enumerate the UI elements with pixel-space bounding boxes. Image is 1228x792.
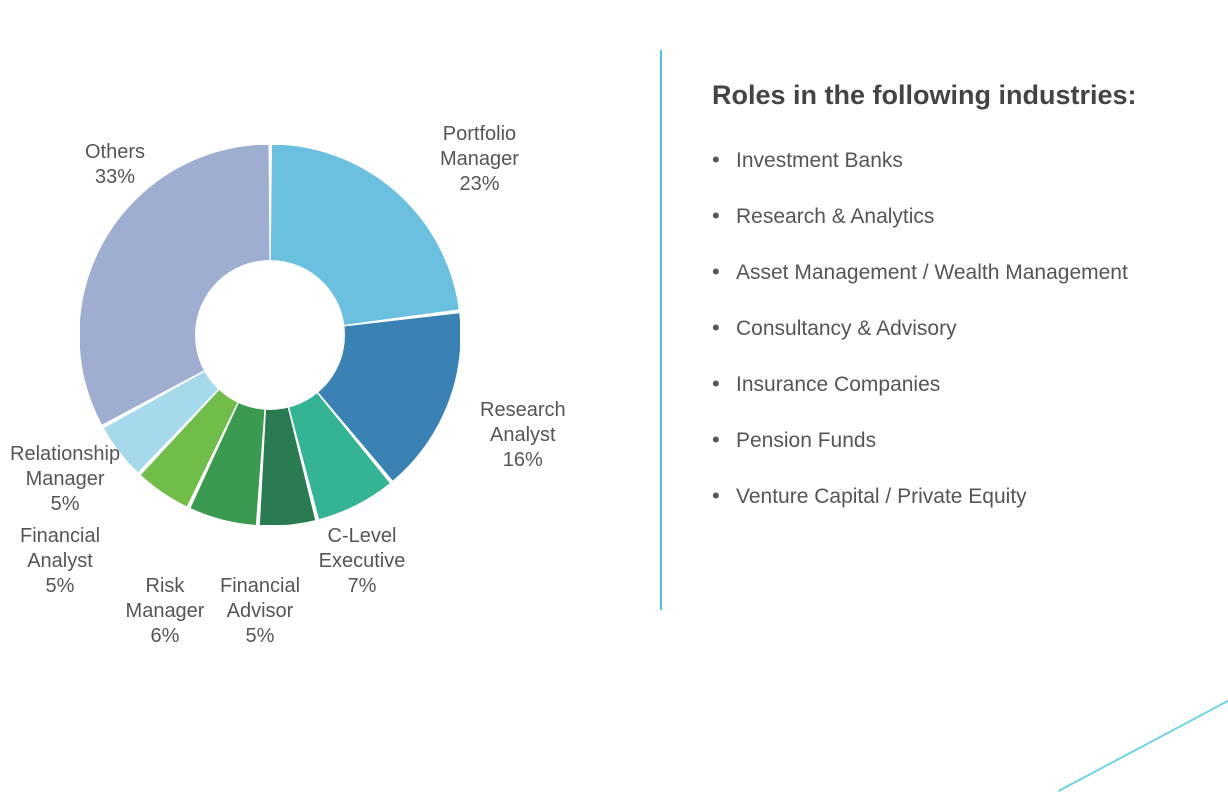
slice-pct: 16% [480, 448, 566, 473]
industry-item: Consultancy & Advisory [712, 317, 1208, 341]
donut-chart [80, 145, 460, 525]
slice-name-line2: Executive [319, 550, 406, 572]
slice-label-portfolio-manager: Portfolio Manager23% [440, 122, 519, 197]
slice-label-financial-advisor: Financial Advisor5% [220, 574, 300, 649]
slice-name-line2: Manager [126, 600, 205, 622]
industry-item: Research & Analytics [712, 205, 1208, 229]
slice-name-line2: Analyst [27, 550, 93, 572]
slice-pct: 5% [10, 492, 120, 517]
slice-name-line2: Advisor [227, 600, 294, 622]
slice-pct: 5% [20, 574, 100, 599]
slice-pct: 6% [126, 624, 205, 649]
slice-name-line1: C-Level [328, 525, 397, 547]
industry-item: Pension Funds [712, 429, 1208, 453]
industries-panel: Roles in the following industries: Inves… [662, 0, 1228, 640]
industry-item: Venture Capital / Private Equity [712, 485, 1208, 509]
slice-name-line1: Risk [146, 575, 185, 597]
industries-title: Roles in the following industries: [712, 80, 1208, 111]
chart-panel: PortfolioManager23%ResearchAnalyst16%C-L… [0, 0, 660, 640]
slice-label-risk-manager: Risk Manager6% [126, 574, 205, 649]
slice-label-relationship-manager: Relationship Manager5% [10, 442, 120, 517]
industries-list: Investment Banks Research & Analytics Asse… [712, 149, 1208, 509]
slice-name-line2: Manager [440, 148, 519, 170]
page-layout: PortfolioManager23%ResearchAnalyst16%C-L… [0, 0, 1228, 640]
industry-item: Insurance Companies [712, 373, 1208, 397]
donut-center-hole [195, 260, 345, 410]
slice-name-line1: Relationship [10, 443, 120, 465]
slice-name-line1: Financial [20, 525, 100, 547]
slice-pct: 23% [440, 172, 519, 197]
slice-label-financial-analyst: Financial Analyst5% [20, 524, 100, 599]
slice-label-research-analyst: Research Analyst16% [480, 398, 566, 473]
slice-name-line2: Analyst [490, 424, 556, 446]
slice-pct: 5% [220, 624, 300, 649]
slice-name-line2: Manager [26, 468, 105, 490]
slice-name-line1: Financial [220, 575, 300, 597]
industry-item: Asset Management / Wealth Management [712, 261, 1208, 285]
slice-name: Others [85, 141, 145, 163]
decorative-line [1058, 668, 1228, 792]
slice-label-c-level-executive: C-Level Executive7% [319, 524, 406, 599]
slice-name-line1: Portfolio [443, 123, 516, 145]
slice-pct: 7% [319, 574, 406, 599]
slice-label-others: Others33% [85, 140, 145, 190]
slice-name-line1: Research [480, 399, 566, 421]
industry-item: Investment Banks [712, 149, 1208, 173]
slice-pct: 33% [85, 165, 145, 190]
